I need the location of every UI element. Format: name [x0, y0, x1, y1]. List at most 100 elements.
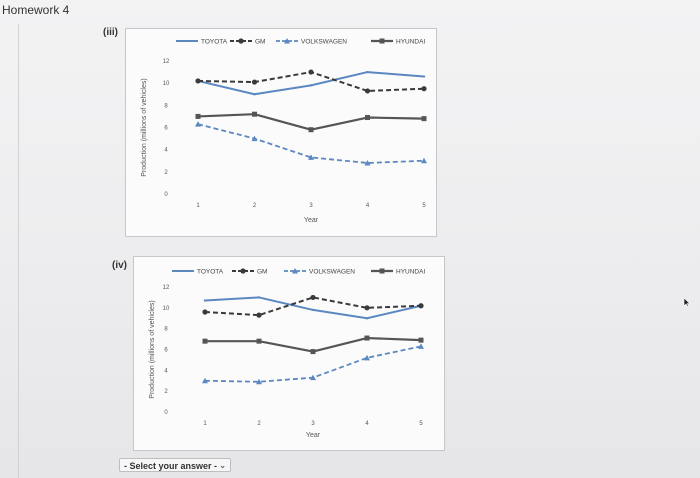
y-tick-label: 10 [163, 81, 170, 87]
y-tick-label: 4 [164, 148, 168, 154]
data-point-volkswagen [364, 159, 371, 166]
x-axis-label: Year [304, 217, 319, 224]
x-tick-label: 3 [311, 421, 315, 427]
data-point-toyota [257, 296, 261, 299]
legend-item-toyota: TOYOTA [172, 269, 224, 276]
data-point-gm [202, 309, 208, 315]
y-tick-label: 0 [164, 192, 168, 198]
data-point-hyundai [308, 127, 314, 133]
data-point-toyota [203, 299, 207, 302]
x-tick-label: 4 [366, 203, 370, 209]
legend-label-volkswagen: VOLKSWAGEN [301, 39, 347, 46]
legend-marker-gm [240, 268, 246, 274]
legend-item-hyundai: HYUNDAI [371, 268, 425, 276]
data-point-toyota [311, 308, 315, 312]
x-tick-label: 2 [257, 421, 261, 427]
x-tick-label: 5 [419, 421, 423, 427]
chart-iii: 0 2 4 6 8 10 12 1 2 3 4 5 Year Production (millions o… [125, 28, 437, 237]
data-point-toyota [366, 70, 369, 74]
data-point-volkswagen [256, 378, 262, 385]
data-point-gm [418, 303, 424, 309]
data-point-gm [310, 294, 316, 301]
data-point-volkswagen [195, 121, 201, 127]
data-point-volkswagen [310, 374, 316, 381]
y-tick-label: 8 [164, 327, 168, 333]
data-point-hyundai [202, 338, 208, 344]
legend-label-gm: GM [257, 269, 267, 276]
data-point-gm [256, 312, 262, 318]
data-point-volkswagen [251, 135, 258, 142]
legend-marker-gm [238, 38, 244, 44]
x-tick-label: 2 [253, 203, 257, 209]
data-point-volkswagen [364, 354, 370, 361]
data-point-gm [421, 86, 427, 92]
chart-iv: 0 2 4 6 8 10 12 1 2 3 4 5 Year Production (millions o… [133, 256, 445, 451]
y-tick-label: 12 [163, 59, 170, 65]
y-axis-label: Production (millions of vehicles) [141, 78, 148, 176]
x-tick-label: 5 [422, 203, 426, 209]
chevron-down-icon: ⌄ [219, 461, 226, 470]
data-point-hyundai [365, 115, 370, 121]
y-tick-label: 0 [164, 410, 168, 416]
option-label-iii: (iii) [103, 27, 118, 38]
data-point-gm [251, 79, 258, 85]
answer-select[interactable]: - Select your answer - ⌄ [119, 458, 231, 472]
y-tick-label: 2 [164, 389, 168, 395]
y-tick-label: 4 [164, 368, 168, 374]
data-point-volkswagen [421, 157, 427, 164]
legend-marker-hyundai [379, 268, 385, 274]
series-line-gm [204, 296, 422, 317]
data-point-gm [364, 305, 370, 311]
data-point-volkswagen [418, 343, 424, 349]
legend-item-volkswagen: VOLKSWAGEN [276, 38, 347, 46]
legend-label-volkswagen: VOLKSWAGEN [309, 269, 355, 276]
legend-label-hyundai: HYUNDAI [396, 39, 425, 46]
data-point-volkswagen [202, 377, 208, 384]
data-point-hyundai [421, 116, 427, 122]
x-tick-label: 4 [365, 421, 369, 427]
left-divider [0, 24, 19, 478]
legend-marker-hyundai [379, 38, 385, 44]
data-point-volkswagen [308, 154, 314, 160]
legend-item-hyundai: HYUNDAI [371, 38, 425, 46]
data-point-toyota [309, 84, 313, 87]
data-point-hyundai [256, 338, 262, 344]
data-point-hyundai [364, 335, 370, 341]
option-label-iv: (iv) [112, 260, 127, 271]
mouse-cursor-icon [683, 297, 691, 307]
y-tick-label: 6 [164, 348, 168, 354]
data-point-hyundai [310, 349, 316, 355]
legend-label-toyota: TOYOTA [201, 39, 228, 46]
series-line-volkswagen [197, 123, 425, 164]
legend-marker-volkswagen [284, 38, 290, 44]
legend-label-hyundai: HYUNDAI [396, 269, 425, 276]
data-point-toyota [365, 317, 369, 320]
y-tick-label: 6 [164, 126, 168, 132]
x-tick-label: 1 [196, 203, 200, 209]
y-tick-label: 2 [164, 170, 168, 176]
x-axis-label: Year [306, 432, 321, 439]
data-point-hyundai [195, 113, 201, 119]
legend-label-gm: GM [255, 39, 265, 46]
legend-item-gm: GM [232, 268, 267, 276]
legend-item-volkswagen: VOLKSWAGEN [284, 268, 355, 276]
y-tick-label: 12 [163, 285, 170, 291]
x-tick-label: 1 [203, 421, 207, 427]
x-tick-label: 3 [309, 203, 313, 209]
data-point-hyundai [418, 337, 424, 343]
legend-label-toyota: TOYOTA [197, 269, 224, 276]
data-point-hyundai [252, 111, 257, 117]
y-tick-label: 10 [163, 306, 170, 312]
data-point-gm [308, 69, 314, 75]
data-point-toyota [253, 93, 256, 96]
page-title: Homework 4 [2, 3, 70, 17]
y-tick-label: 8 [164, 103, 168, 109]
y-axis-label: Production (millions of vehicles) [149, 300, 156, 398]
legend-marker-volkswagen [292, 268, 298, 274]
data-point-toyota [422, 75, 426, 78]
data-point-gm [364, 88, 371, 94]
legend-item-gm: GM [230, 38, 265, 46]
